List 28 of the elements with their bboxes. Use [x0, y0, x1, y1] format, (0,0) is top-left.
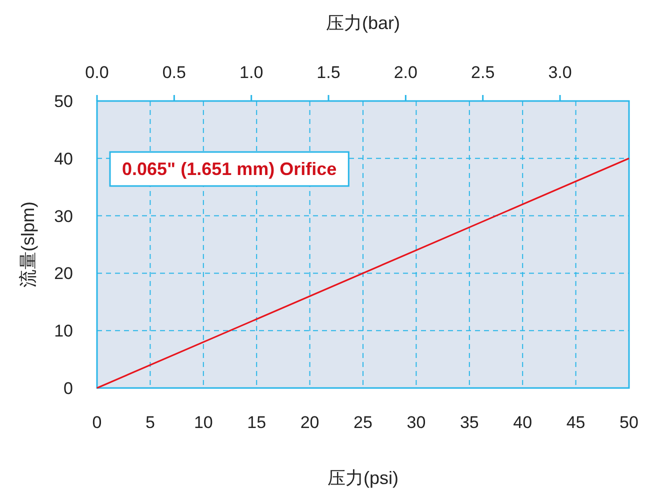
x-tick-label: 30 [406, 413, 426, 432]
x-tick-label: 15 [247, 413, 266, 432]
x-tick-label: 45 [566, 413, 586, 432]
x2-tick-label: 0.5 [162, 63, 186, 82]
y-tick-label: 0 [64, 379, 73, 398]
x2-tick-label: 3.0 [548, 63, 572, 82]
x-tick-label: 25 [354, 413, 372, 432]
x-tick-label: 5 [145, 413, 155, 432]
y-tick-label: 50 [54, 92, 73, 111]
x-tick-label: 40 [513, 413, 532, 432]
x2-tick-label: 1.5 [316, 63, 340, 82]
annotation: 0.065" (1.651 mm) Orifice [122, 159, 337, 179]
y-tick-label: 10 [54, 322, 73, 341]
x-tick-label: 0 [92, 413, 102, 432]
x2-tick-label: 2.0 [394, 63, 418, 82]
x-tick-label: 20 [300, 413, 320, 432]
x2-axis-title: 压力(bar) [326, 13, 400, 33]
x-axis-title: 压力(psi) [328, 468, 398, 488]
y-axis-title: 流量(slpm) [18, 202, 38, 288]
y-tick-label: 20 [54, 264, 73, 284]
x-tick-label: 50 [620, 413, 638, 432]
x2-tick-label: 0.0 [85, 63, 109, 82]
x-tick-label: 35 [460, 413, 479, 432]
y-tick-label: 40 [54, 149, 73, 168]
x2-tick-label: 2.5 [471, 63, 495, 82]
x-tick-label: 10 [194, 413, 213, 432]
y-tick-label: 30 [54, 206, 73, 226]
x2-tick-label: 1.0 [240, 63, 264, 82]
